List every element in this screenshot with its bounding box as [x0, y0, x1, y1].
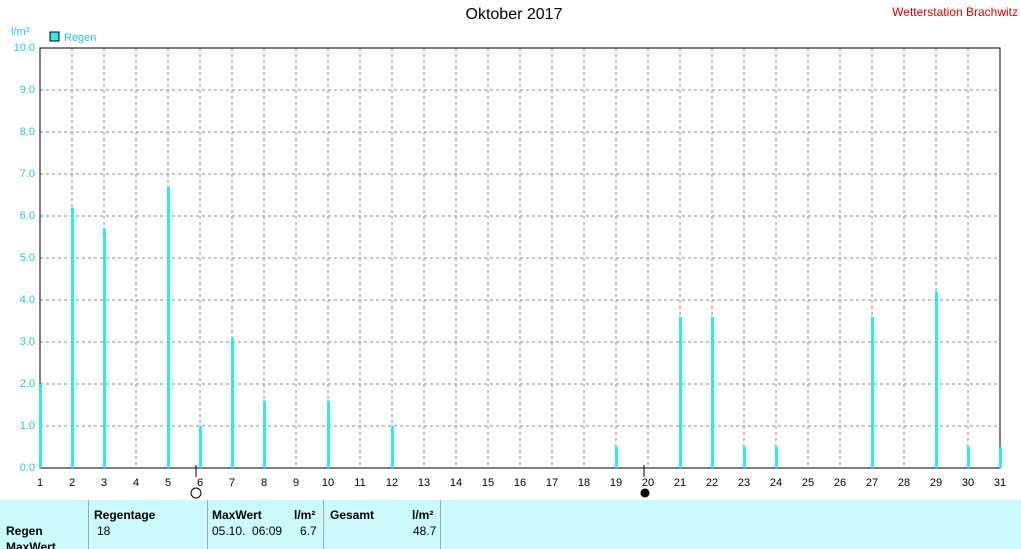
y-tick-label: 7.0: [20, 168, 35, 180]
y-tick-label: 4.0: [20, 294, 35, 306]
y-tick-label: 10.0: [14, 42, 35, 54]
x-tick-label: 25: [802, 477, 814, 489]
x-tick-label: 14: [450, 477, 462, 489]
cell: 05.10. 06:09: [212, 524, 283, 538]
bar: [935, 291, 938, 468]
x-tick-label: 28: [898, 477, 910, 489]
header-cell: MaxWert: [212, 508, 262, 522]
x-tick-label: 16: [514, 477, 526, 489]
row-label: Regen: [6, 524, 43, 538]
x-tick-label: 13: [418, 477, 430, 489]
bar: [39, 384, 42, 468]
x-tick-label: 5: [165, 477, 171, 489]
x-tick-label: 22: [706, 477, 718, 489]
y-tick-label: 3.0: [20, 336, 35, 348]
legend-swatch: [49, 31, 60, 42]
header-cell: l/m²: [294, 508, 316, 522]
header-cell: l/m²: [412, 508, 434, 522]
y-tick-label: 0.0: [20, 462, 35, 474]
chart: Oktober 2017 Wetterstation Brachwitz l/m…: [11, 5, 1018, 499]
bar: [391, 426, 394, 468]
bar: [679, 316, 682, 468]
x-tick-label: 24: [770, 477, 782, 489]
x-tick-label: 3: [101, 477, 107, 489]
station-label: Wetterstation Brachwitz: [892, 5, 1018, 19]
y-tick-label: 8.0: [20, 126, 35, 138]
y-tick-label: 9.0: [20, 84, 35, 96]
bar: [71, 207, 74, 468]
bar: [711, 316, 714, 468]
x-tick-label: 29: [930, 477, 942, 489]
x-tick-label: 19: [610, 477, 622, 489]
x-tick-label: 9: [293, 477, 299, 489]
column-divider: [440, 500, 441, 549]
y-tick-label: 1.0: [20, 420, 35, 432]
bar: [327, 400, 330, 468]
bar: [743, 447, 746, 468]
x-tick-label: 20: [642, 477, 654, 489]
row-label: MaxWert: [6, 540, 56, 549]
summary-table: Regentage MaxWert l/m² Gesamt l/m² Regen…: [0, 500, 1021, 549]
x-tick-label: 12: [386, 477, 398, 489]
bar: [167, 186, 170, 468]
column-divider: [323, 500, 324, 549]
x-tick-label: 31: [994, 477, 1006, 489]
column-divider: [207, 500, 208, 549]
bar: [967, 447, 970, 468]
x-tick-label: 1: [37, 477, 43, 489]
bar: [775, 447, 778, 468]
x-tick-label: 4: [133, 477, 139, 489]
bar: [263, 400, 266, 468]
bar: [103, 228, 106, 468]
x-tick-label: 8: [261, 477, 267, 489]
x-tick-label: 11: [354, 477, 365, 489]
bar: [199, 426, 202, 468]
legend-label: Regen: [64, 32, 96, 44]
bar: [231, 337, 234, 468]
y-tick-label: 5.0: [20, 252, 35, 264]
plot-frame: [39, 47, 1001, 469]
x-tick-label: 17: [546, 477, 558, 489]
cell: 6.7: [300, 524, 317, 538]
bar: [999, 447, 1002, 468]
x-tick-label: 15: [482, 477, 494, 489]
x-tick-label: 30: [962, 477, 974, 489]
y-tick-label: 2.0: [20, 378, 35, 390]
full-moon: [640, 488, 650, 498]
y-axis-label: l/m²: [11, 26, 30, 38]
x-tick-label: 2: [69, 477, 75, 489]
x-tick-label: 23: [738, 477, 750, 489]
cell: 48.7: [413, 524, 437, 538]
x-tick-label: 21: [674, 477, 686, 489]
column-divider: [88, 500, 89, 549]
y-tick-label: 6.0: [20, 210, 35, 222]
header-cell: Regentage: [94, 508, 156, 522]
bar: [871, 316, 874, 468]
header-cell: Gesamt: [330, 508, 375, 522]
new-moon: [190, 487, 202, 499]
x-tick-label: 10: [322, 477, 334, 489]
x-tick-label: 6: [197, 477, 203, 489]
x-tick-label: 26: [834, 477, 846, 489]
x-tick-label: 7: [229, 477, 235, 489]
cell: 18: [97, 524, 111, 538]
chart-title: Oktober 2017: [466, 6, 563, 23]
x-tick-label: 18: [578, 477, 590, 489]
bar: [615, 447, 618, 468]
x-tick-label: 27: [866, 477, 878, 489]
